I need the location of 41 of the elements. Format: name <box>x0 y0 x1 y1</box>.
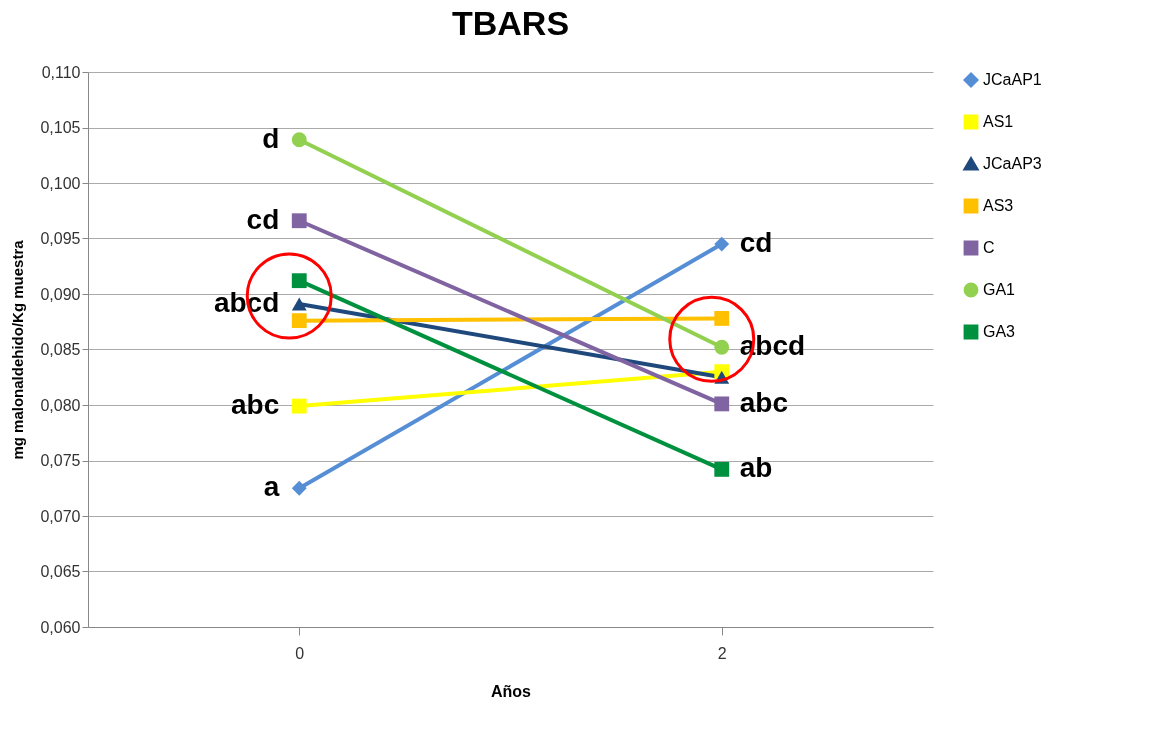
annotation: abc <box>739 386 788 418</box>
annotation: d <box>262 122 280 154</box>
y-tick-label: 0,080 <box>40 396 81 414</box>
y-tick-label: 0,095 <box>40 230 81 247</box>
x-tick-label: 2 <box>717 644 727 662</box>
annotation: a <box>263 471 280 503</box>
y-tick-label: 0,085 <box>40 341 81 358</box>
point <box>714 311 730 326</box>
y-tick-label: 0,075 <box>40 452 81 469</box>
legend-label: AS1 <box>983 113 1014 130</box>
point <box>291 213 307 229</box>
annotation: cd <box>246 203 280 235</box>
y-tick-label: 0,060 <box>40 618 81 636</box>
point <box>714 236 730 252</box>
point <box>291 313 307 329</box>
y-axis-title: mg malonaldehido/Kg muestra <box>9 239 27 460</box>
point <box>714 461 730 477</box>
legend-label: JCaAP3 <box>983 155 1042 172</box>
chart-title: TBARS <box>451 4 570 42</box>
x-axis-title: Años <box>491 682 532 700</box>
point <box>291 273 307 289</box>
y-tick-label: 0,090 <box>40 285 81 303</box>
point <box>291 480 307 496</box>
point <box>291 398 307 414</box>
point <box>714 339 730 355</box>
legend-label: JCaAP1 <box>983 71 1042 88</box>
x-tick-label: 0 <box>295 644 305 662</box>
legend-label: C <box>983 239 995 256</box>
annotation: cd <box>739 227 773 259</box>
point <box>291 132 307 148</box>
y-tick-label: 0,070 <box>40 507 81 525</box>
legend-label: GA3 <box>983 323 1016 340</box>
legend-label: GA1 <box>983 281 1016 298</box>
annotation: abc <box>231 389 280 421</box>
y-tick-label: 0,105 <box>40 119 81 136</box>
y-tick-label: 0,100 <box>40 174 81 192</box>
point <box>714 396 730 412</box>
y-tick-label: 0,110 <box>41 63 81 81</box>
legend-label: AS3 <box>983 197 1014 214</box>
y-tick-label: 0,065 <box>40 563 81 580</box>
annotation: ab <box>739 452 773 484</box>
